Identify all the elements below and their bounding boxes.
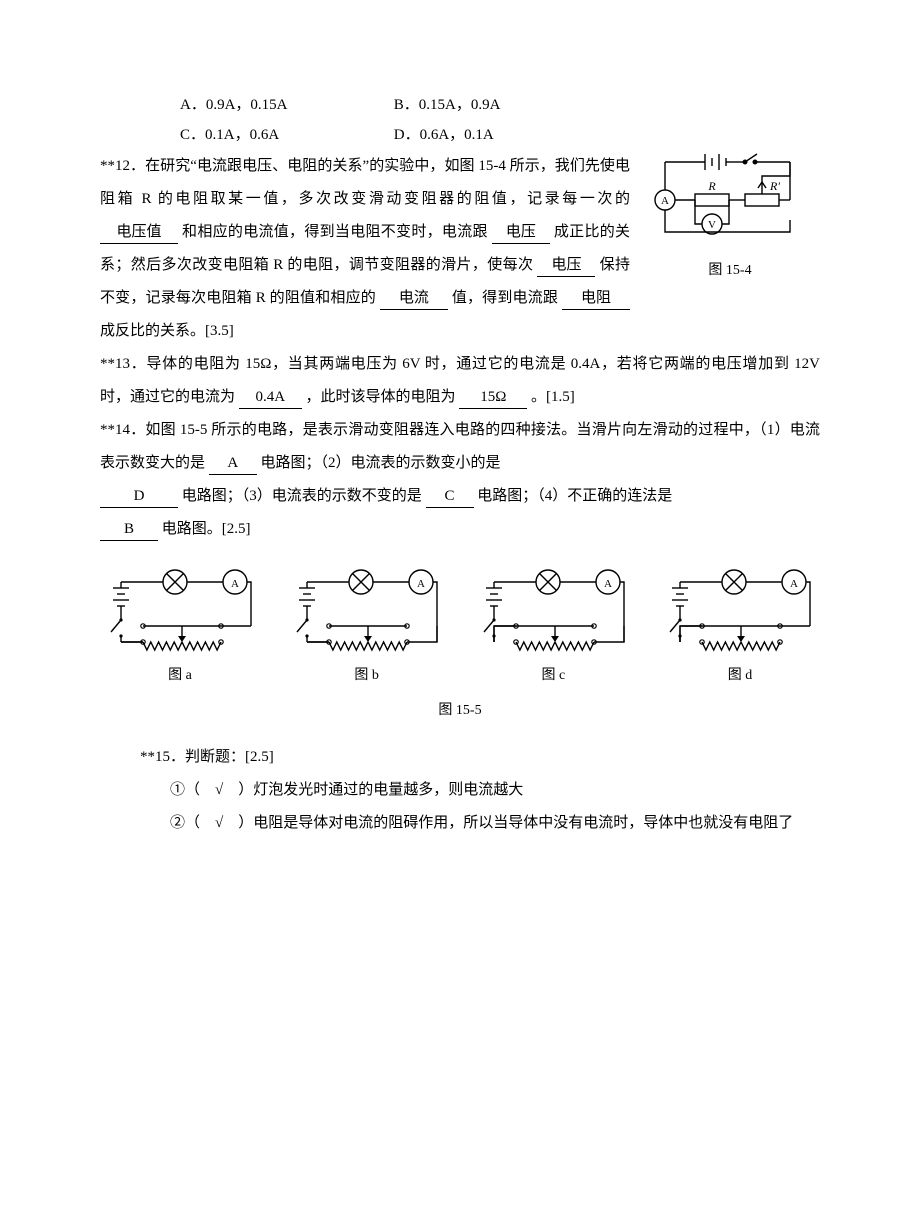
svg-text:A: A [417, 578, 425, 590]
q13-blank2: 15Ω [459, 387, 527, 409]
svg-text:R: R [707, 179, 716, 193]
circuit-c-svg: A [476, 564, 631, 659]
q14-text-b: D 电路图；（3）电流表的示数不变的是 C 电路图；（4）不正确的连法是 [100, 480, 820, 513]
q13-blank1: 0.4A [239, 387, 302, 409]
svg-text:A: A [661, 195, 669, 207]
figure-15-5-row: A 图 a A 图 b A 图 c A 图 d [100, 564, 820, 692]
fig15-4-label: 图 15-4 [708, 263, 751, 278]
q14-blank4: B [100, 519, 158, 541]
q12-blank4: 电流 [380, 288, 448, 310]
q11-optD: D．0.6A，0.1A [394, 120, 604, 150]
q15: **15．判断题：[2.5] ①（ √ ）灯泡发光时通过的电量越多，则电流越大 … [100, 741, 820, 840]
circuit-d-svg: A [662, 564, 817, 659]
svg-text:A: A [790, 578, 798, 590]
svg-text:A: A [231, 578, 239, 590]
circuit-c: A 图 c [473, 564, 633, 692]
q12-blank1: 电压值 [100, 222, 178, 244]
q15-head: **15．判断题：[2.5] [140, 741, 820, 774]
q15-s1: ①（ √ ）灯泡发光时通过的电量越多，则电流越大 [140, 774, 820, 807]
q12-blank3: 电压 [537, 255, 595, 277]
svg-text:V: V [708, 219, 716, 231]
q14-blank3: C [426, 486, 474, 508]
q11-optB: B．0.15A，0.9A [394, 90, 604, 120]
circuit-a: A 图 a [100, 564, 260, 692]
q14-text: **14．如图 15-5 所示的电路，是表示滑动变阻器连入电路的四种接法。当滑片… [100, 414, 820, 480]
q14-blank1: A [209, 453, 257, 475]
q12-blank5: 电阻 [562, 288, 630, 310]
q12-blank2: 电压 [492, 222, 550, 244]
q11-options: A．0.9A，0.15A B．0.15A，0.9A C．0.1A，0.6A D．… [100, 90, 820, 150]
circuit-b-svg: A [289, 564, 444, 659]
q11-optC: C．0.1A，0.6A [180, 120, 390, 150]
svg-text:A: A [604, 578, 612, 590]
q11-optA: A．0.9A，0.15A [180, 90, 390, 120]
circuit-b: A 图 b [287, 564, 447, 692]
q14-blank2: D [100, 486, 178, 508]
q14-text-c: B 电路图。[2.5] [100, 513, 820, 546]
circuit-a-svg: A [103, 564, 258, 659]
q13-text: **13．导体的电阻为 15Ω，当其两端电压为 6V 时，通过它的电流是 0.4… [100, 348, 820, 414]
q15-s2: ②（ √ ）电阻是导体对电流的阻碍作用，所以当导体中没有电流时，导体中也就没有电… [140, 807, 820, 840]
circuit-d: A 图 d [660, 564, 820, 692]
fig15-5-label: 图 15-5 [100, 696, 820, 727]
svg-text:R': R' [769, 179, 780, 193]
figure-15-4: A V R R' 图 15-4 [640, 142, 820, 287]
